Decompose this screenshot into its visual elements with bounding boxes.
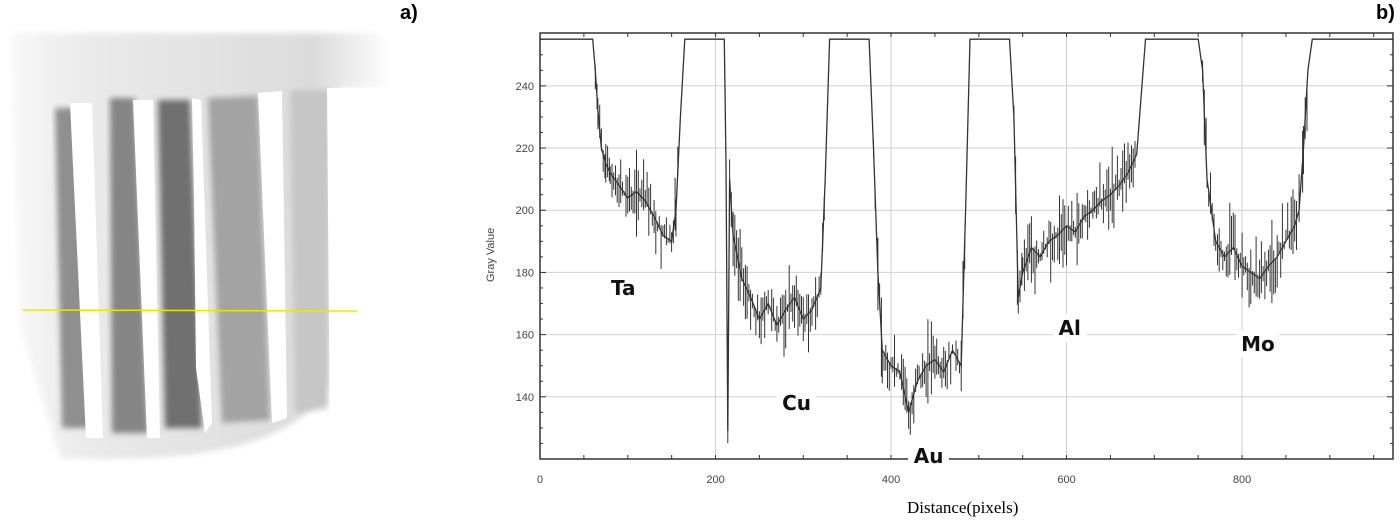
chart-axes: 140 160 180 200 220 240 0 200 400 600 800 <box>516 32 1394 486</box>
element-label-cu: Cu <box>776 389 818 418</box>
element-label-ta: Ta <box>604 273 642 302</box>
element-label-mo: Mo <box>1235 329 1281 358</box>
chart-series <box>540 38 1393 444</box>
gray-value-chart: 140 160 180 200 220 240 0 200 400 600 800 <box>516 32 1394 486</box>
svg-text:180: 180 <box>516 267 534 279</box>
panel-label-b: b) <box>1376 2 1395 24</box>
y-axis-label: Gray Value <box>485 227 497 282</box>
svg-text:800: 800 <box>1233 474 1251 486</box>
svg-text:0: 0 <box>537 474 543 486</box>
panel-label-a: a) <box>400 2 418 24</box>
svg-text:240: 240 <box>516 81 534 93</box>
svg-text:400: 400 <box>882 474 900 486</box>
radiograph-image <box>0 28 420 525</box>
element-label-al: Al <box>1052 314 1087 343</box>
element-label-au: Au <box>907 441 950 470</box>
chart-grid <box>540 33 1393 459</box>
svg-text:600: 600 <box>1057 474 1075 486</box>
svg-text:220: 220 <box>516 143 534 155</box>
x-axis-label: Distance(pixels) <box>907 498 1019 517</box>
svg-text:160: 160 <box>516 330 534 342</box>
svg-text:200: 200 <box>516 205 534 217</box>
svg-text:200: 200 <box>706 474 724 486</box>
profile-line <box>22 309 358 312</box>
svg-text:140: 140 <box>516 392 534 404</box>
